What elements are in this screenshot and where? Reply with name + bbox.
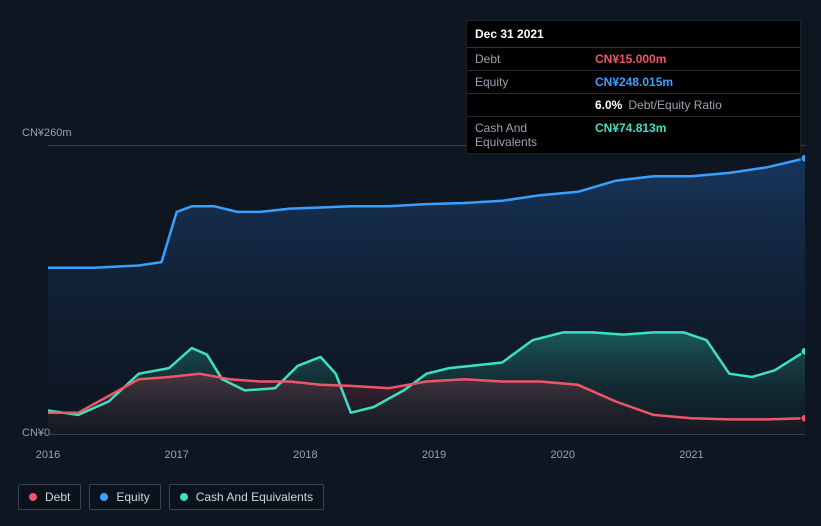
- debt-swatch-icon: [29, 493, 37, 501]
- x-axis-year-label: 2018: [293, 449, 317, 461]
- tooltip-row: Cash And EquivalentsCN¥74.813m: [467, 117, 800, 153]
- legend-item-cash[interactable]: Cash And Equivalents: [169, 484, 324, 510]
- x-axis-year-label: 2020: [551, 449, 575, 461]
- chart-area: [48, 145, 805, 435]
- tooltip-row-label: Cash And Equivalents: [467, 117, 587, 153]
- cash-swatch-icon: [180, 493, 188, 501]
- tooltip-date: Dec 31 2021: [467, 21, 800, 48]
- tooltip-row: DebtCN¥15.000m: [467, 48, 800, 71]
- legend-item-label: Debt: [45, 490, 70, 504]
- tooltip-row: 6.0%Debt/Equity Ratio: [467, 94, 800, 117]
- y-axis-bottom-label: CN¥0: [22, 427, 50, 439]
- x-axis-year-label: 2017: [164, 449, 188, 461]
- legend-item-label: Equity: [116, 490, 149, 504]
- x-axis-year-label: 2016: [36, 449, 60, 461]
- legend-item-debt[interactable]: Debt: [18, 484, 81, 510]
- tooltip-row-sublabel: Debt/Equity Ratio: [628, 98, 721, 112]
- tooltip-rows: DebtCN¥15.000mEquityCN¥248.015m6.0%Debt/…: [467, 48, 800, 153]
- equity-swatch-icon: [100, 493, 108, 501]
- tooltip-row-value: CN¥15.000m: [587, 48, 800, 70]
- x-axis-year-label: 2019: [422, 449, 446, 461]
- y-axis-top-label: CN¥260m: [22, 127, 72, 139]
- legend-item-equity[interactable]: Equity: [89, 484, 160, 510]
- tooltip-row-value: CN¥74.813m: [587, 117, 800, 153]
- tooltip-row-label: [467, 94, 587, 116]
- chart-legend: Debt Equity Cash And Equivalents: [18, 484, 324, 510]
- x-axis-year-label: 2021: [679, 449, 703, 461]
- tooltip-row-label: Equity: [467, 71, 587, 93]
- tooltip-row-label: Debt: [467, 48, 587, 70]
- tooltip-row-value: 6.0%Debt/Equity Ratio: [587, 94, 800, 116]
- legend-item-label: Cash And Equivalents: [196, 490, 313, 504]
- tooltip-row: EquityCN¥248.015m: [467, 71, 800, 94]
- tooltip-row-value: CN¥248.015m: [587, 71, 800, 93]
- chart-tooltip: Dec 31 2021 DebtCN¥15.000mEquityCN¥248.0…: [466, 20, 801, 154]
